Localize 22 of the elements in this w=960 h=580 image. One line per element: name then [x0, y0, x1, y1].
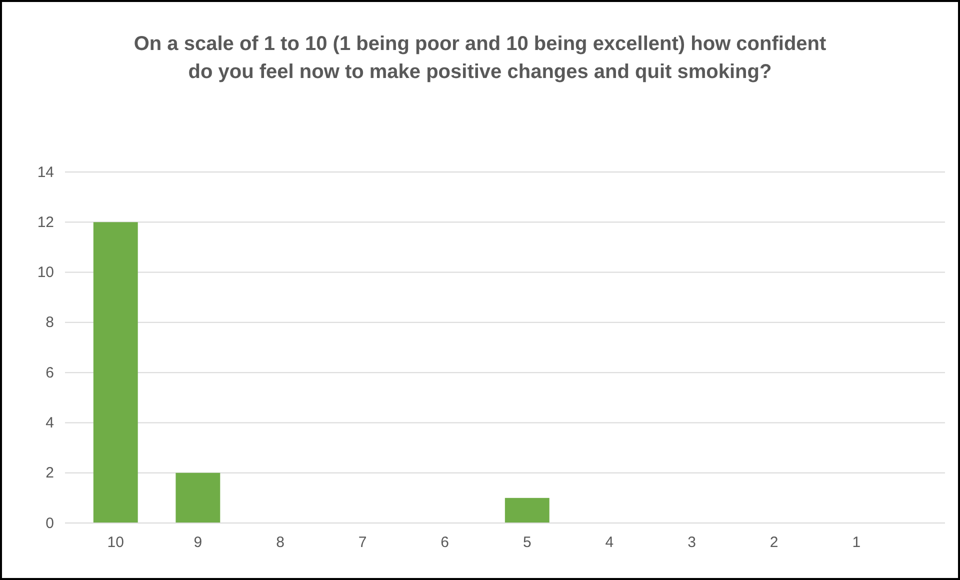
x-tick-label: 8: [276, 534, 284, 551]
bar: [93, 222, 138, 523]
x-tick-label: 6: [440, 534, 450, 551]
y-tick-label: 0: [46, 514, 54, 532]
bar: [176, 472, 220, 523]
y-tick-label: 14: [37, 164, 54, 181]
y-tick-label: 10: [37, 264, 54, 282]
y-tick-label: 2: [46, 464, 54, 482]
x-tick-label: 2: [770, 534, 778, 551]
x-tick-label: 4: [605, 534, 614, 551]
x-tick-label: 1: [852, 534, 861, 551]
x-tick-label: 10: [107, 534, 124, 551]
y-tick-label: 6: [46, 364, 54, 382]
y-tick-label: 12: [37, 214, 54, 231]
y-tick-label: 8: [46, 314, 54, 332]
bar: [504, 498, 550, 523]
chart-title: On a scale of 1 to 10 (1 being poor and 10 being excellent) how confident do you feel now to make positive changes and quit smoking?: [134, 33, 827, 83]
x-tick-label: 5: [522, 534, 532, 551]
x-tick-label: 3: [688, 534, 696, 551]
x-tick-label: 7: [358, 534, 367, 551]
y-tick-label: 4: [46, 414, 54, 432]
x-tick-label: 9: [194, 534, 202, 551]
